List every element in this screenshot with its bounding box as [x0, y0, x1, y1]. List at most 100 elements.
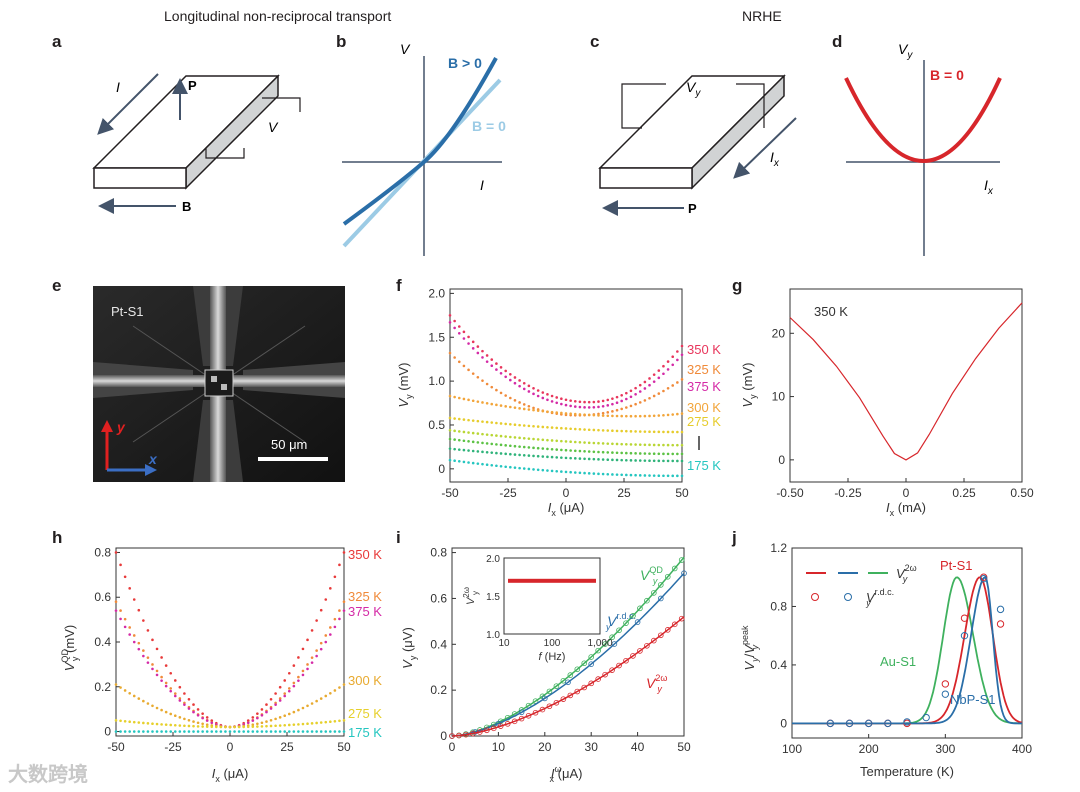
data-point	[123, 730, 127, 733]
data-point	[462, 397, 466, 401]
data-point	[123, 625, 127, 629]
data-point	[448, 458, 452, 462]
data-point	[680, 353, 684, 357]
data-point	[467, 342, 470, 345]
data-point	[671, 459, 675, 463]
data-point	[532, 386, 535, 390]
data-point	[996, 620, 1005, 628]
data-point	[638, 390, 642, 393]
data-point	[462, 330, 466, 334]
data-point	[662, 452, 665, 456]
data-point	[142, 649, 145, 652]
data-point	[550, 447, 554, 451]
data-point	[504, 465, 507, 469]
data-point	[638, 474, 642, 477]
data-point	[178, 697, 182, 700]
x-axis-label: Ix (mA)	[886, 500, 926, 518]
data-point	[123, 617, 127, 621]
data-point	[137, 721, 141, 724]
data-point	[541, 455, 545, 458]
data-point	[657, 632, 664, 639]
x-tick-label: 300	[935, 742, 955, 756]
data-point	[662, 413, 665, 417]
data-point	[301, 647, 305, 651]
data-point	[453, 326, 456, 330]
data-point	[666, 368, 670, 371]
data-point	[210, 719, 214, 722]
data-point	[522, 445, 526, 449]
series-h-4	[114, 719, 346, 729]
data-point	[342, 683, 346, 686]
data-point	[173, 723, 177, 727]
data-point	[119, 609, 122, 612]
data-point	[648, 383, 651, 387]
data-point	[160, 679, 163, 682]
data-point	[630, 613, 636, 619]
data-point	[306, 722, 309, 725]
data-point	[564, 398, 568, 402]
data-point	[536, 389, 540, 392]
data-point	[485, 360, 489, 363]
data-point	[132, 640, 136, 644]
data-point	[196, 713, 200, 717]
data-point	[146, 656, 150, 659]
data-point	[142, 730, 145, 733]
data-point	[671, 430, 675, 434]
x-tick-label: 0	[449, 740, 456, 754]
data-point	[652, 474, 656, 477]
data-point	[676, 358, 679, 362]
data-point	[522, 381, 526, 385]
y-tick-label: 0.8	[94, 545, 111, 559]
data-point	[155, 722, 159, 726]
data-point	[315, 619, 318, 622]
data-point	[201, 722, 204, 726]
data-point	[648, 474, 651, 477]
data-point	[467, 418, 470, 422]
data-point	[587, 413, 591, 417]
data-point	[292, 710, 296, 714]
data-point	[601, 411, 605, 415]
x-tick-label: 0.50	[1010, 486, 1034, 500]
data-point	[601, 404, 605, 408]
data-point	[297, 675, 300, 679]
inset-frame	[503, 557, 601, 635]
x-tick-label: 0.25	[952, 486, 976, 500]
data-point	[648, 443, 651, 447]
data-point	[620, 458, 623, 462]
data-point	[573, 412, 577, 416]
data-point	[462, 460, 466, 464]
data-point	[587, 400, 591, 404]
data-point	[187, 730, 191, 733]
data-point	[518, 715, 525, 722]
data-point	[333, 719, 337, 723]
data-point	[495, 451, 498, 455]
series-f-0	[448, 314, 684, 404]
data-point	[310, 661, 314, 664]
data-point	[462, 364, 466, 368]
data-point	[592, 400, 596, 404]
data-point	[573, 449, 577, 453]
data-point	[499, 422, 503, 425]
data-point	[448, 314, 452, 317]
x-tick-label: 0	[903, 486, 910, 500]
data-point	[601, 472, 605, 476]
data-point	[481, 432, 484, 436]
y-tick-label: 0.2	[430, 683, 447, 697]
scale-label: 50 μm	[271, 437, 307, 452]
data-point	[680, 443, 684, 447]
data-point	[569, 470, 572, 474]
data-point	[565, 679, 571, 686]
x-tick-label: 30	[585, 740, 599, 754]
data-point	[666, 474, 670, 478]
data-point	[160, 708, 163, 712]
data-point	[196, 730, 200, 733]
data-point	[629, 404, 633, 408]
data-point	[638, 430, 642, 433]
panel-label-d: d	[832, 32, 843, 51]
y-tick-label: 20	[772, 326, 786, 340]
data-point	[657, 474, 661, 478]
data-point	[648, 430, 651, 434]
data-point	[615, 414, 619, 418]
data-point	[652, 373, 656, 376]
data-point	[536, 454, 540, 458]
